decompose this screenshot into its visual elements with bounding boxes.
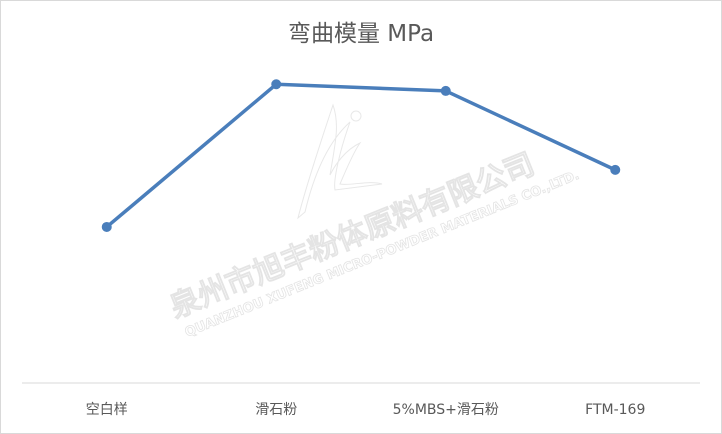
data-point-1 [271,79,282,90]
series-line [105,82,616,229]
x-tick-label: 空白样 [86,402,128,418]
watermark-cn: 泉州市旭丰粉体原料有限公司 [165,147,540,326]
watermark: 泉州市旭丰粉体原料有限公司 QUANZHOU XUFENG MICRO-POWD… [164,103,582,341]
x-tick-label: 滑石粉 [255,401,297,418]
data-point-2 [440,85,451,96]
data-point-0 [101,221,112,232]
watermark-en: QUANZHOU XUFENG MICRO-POWDER MATERIALS C… [183,168,582,341]
watermark-logo-icon [297,103,383,220]
data-point-3 [610,164,621,175]
x-tick-label: FTM-169 [585,402,645,418]
chart-title: 弯曲模量 MPa [287,21,435,47]
x-tick-label: 5%MBS+滑石粉 [393,401,499,418]
